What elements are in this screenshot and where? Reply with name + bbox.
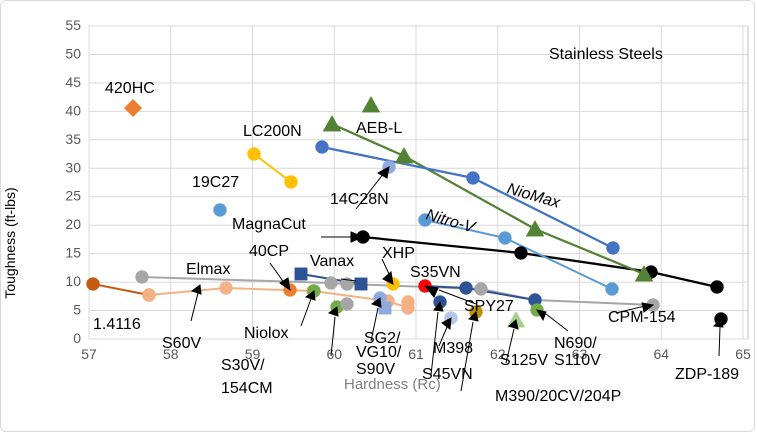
svg-text:57: 57 — [81, 346, 97, 362]
svg-text:N690/: N690/ — [554, 335, 597, 352]
svg-text:45: 45 — [65, 74, 81, 90]
svg-text:0: 0 — [73, 330, 81, 346]
svg-text:15: 15 — [65, 245, 81, 261]
svg-text:10: 10 — [65, 273, 81, 289]
svg-text:LC200N: LC200N — [243, 123, 302, 140]
svg-text:1.4116: 1.4116 — [93, 316, 141, 333]
svg-text:S125V: S125V — [500, 352, 548, 369]
svg-text:Vanax: Vanax — [310, 253, 354, 270]
svg-text:64: 64 — [653, 346, 669, 362]
svg-text:61: 61 — [408, 346, 424, 362]
svg-text:S60V: S60V — [162, 335, 201, 352]
svg-text:SPY27: SPY27 — [464, 298, 514, 315]
svg-text:XHP: XHP — [382, 245, 415, 262]
svg-text:65: 65 — [735, 346, 751, 362]
svg-text:VG10/: VG10/ — [356, 344, 402, 361]
svg-text:Hardness (Rc): Hardness (Rc) — [344, 376, 441, 393]
svg-text:20: 20 — [65, 216, 81, 232]
svg-text:AEB-L: AEB-L — [356, 120, 402, 137]
svg-text:55: 55 — [65, 17, 81, 33]
svg-text:S30V/: S30V/ — [221, 357, 265, 374]
svg-text:60: 60 — [326, 346, 342, 362]
svg-text:S110V: S110V — [554, 352, 601, 369]
svg-text:19C27: 19C27 — [192, 174, 239, 191]
svg-text:M390/20CV/204P: M390/20CV/204P — [495, 388, 621, 405]
svg-text:420HC: 420HC — [105, 80, 155, 97]
svg-text:ZDP-189: ZDP-189 — [675, 366, 739, 383]
svg-text:MagnaCut: MagnaCut — [232, 216, 306, 233]
svg-text:40CP: 40CP — [249, 243, 289, 260]
svg-text:5: 5 — [73, 302, 81, 318]
svg-text:Niolox: Niolox — [244, 325, 288, 342]
svg-text:50: 50 — [65, 46, 81, 62]
svg-text:Toughness (ft-lbs): Toughness (ft-lbs) — [2, 187, 18, 298]
svg-text:30: 30 — [65, 159, 81, 175]
svg-text:14C28N: 14C28N — [330, 191, 389, 208]
svg-text:M398: M398 — [433, 340, 473, 357]
svg-text:Stainless Steels: Stainless Steels — [549, 46, 663, 63]
svg-text:154CM: 154CM — [221, 380, 273, 397]
svg-text:Elmax: Elmax — [186, 261, 230, 278]
svg-text:S35VN: S35VN — [410, 264, 461, 281]
svg-text:CPM-154: CPM-154 — [608, 309, 676, 326]
svg-text:35: 35 — [65, 131, 81, 147]
svg-text:25: 25 — [65, 188, 81, 204]
svg-text:40: 40 — [65, 102, 81, 118]
